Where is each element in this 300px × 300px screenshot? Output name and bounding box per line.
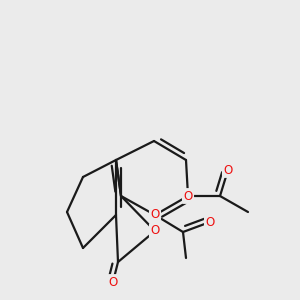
Text: O: O [183,190,193,202]
Text: O: O [150,208,160,221]
Text: O: O [206,215,214,229]
Text: O: O [150,224,160,238]
Text: O: O [108,275,118,289]
Text: O: O [224,164,232,176]
